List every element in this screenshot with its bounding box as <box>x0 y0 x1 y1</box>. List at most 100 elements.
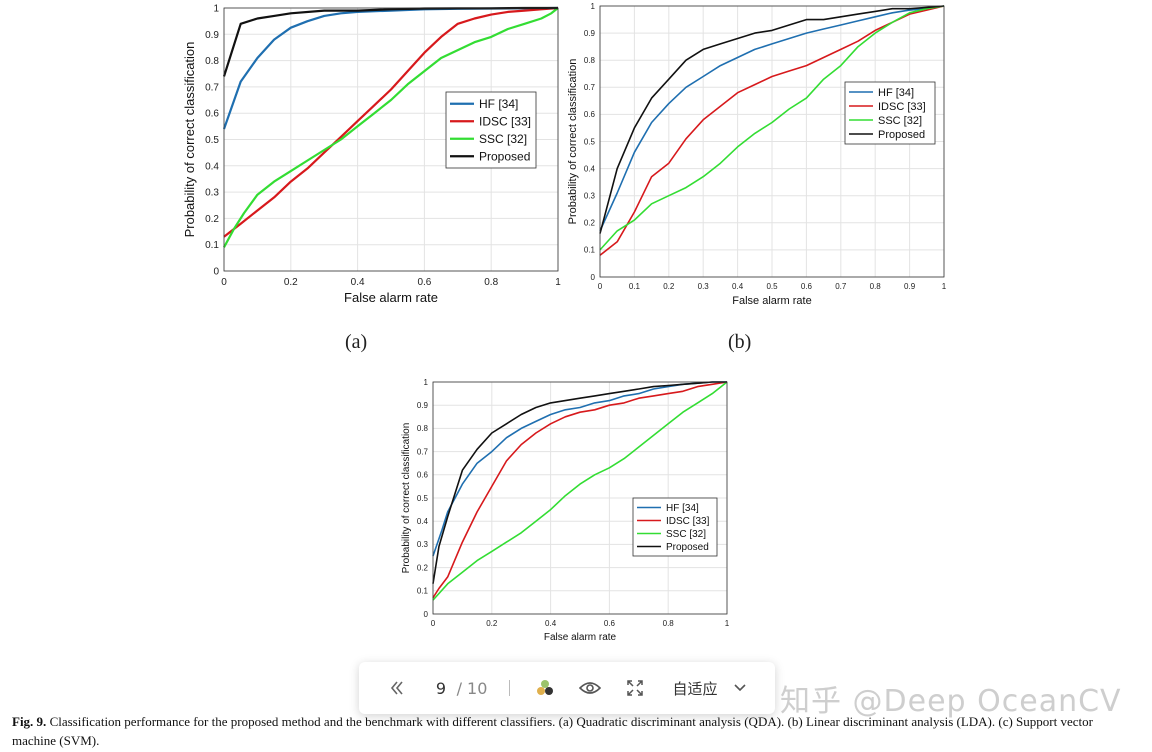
y-tick-label: 0 <box>591 273 596 282</box>
y-axis-label: Probability of correct classification <box>401 423 412 574</box>
x-tick-label: 0.6 <box>604 619 616 628</box>
legend-entry: HF [34] <box>479 97 518 111</box>
double-chevron-left-icon[interactable] <box>387 678 407 698</box>
x-tick-label: 0.6 <box>417 277 431 288</box>
total-pages: / 10 <box>456 678 488 698</box>
y-tick-label: 0.8 <box>584 56 596 65</box>
y-tick-label: 0.2 <box>205 214 219 225</box>
x-axis-label: False alarm rate <box>544 632 617 643</box>
series-line-ssc-32 <box>599 5 945 251</box>
y-tick-label: 0.2 <box>417 563 429 572</box>
x-tick-label: 0.4 <box>732 282 744 291</box>
legend: HF [34] IDSC [33] SSC [32] Proposed <box>632 497 718 557</box>
y-tick-label: 1 <box>591 2 596 11</box>
series-line-proposed <box>599 5 945 234</box>
y-tick-label: 0.4 <box>205 161 219 172</box>
series-line-proposed <box>432 381 727 584</box>
legend-entry: Proposed <box>666 542 709 553</box>
x-tick-label: 0.5 <box>766 282 778 291</box>
legend-entry: IDSC [33] <box>666 516 710 527</box>
y-axis-label: Probability of correct classification <box>182 42 197 238</box>
y-tick-label: 0.4 <box>417 517 429 526</box>
y-tick-label: 0.7 <box>417 447 429 456</box>
figure-caption: Fig. 9. Classification performance for t… <box>12 712 1132 750</box>
x-axis-label: False alarm rate <box>344 290 438 305</box>
y-tick-label: 0 <box>213 267 219 278</box>
axes-frame <box>599 5 945 278</box>
y-tick-label: 0 <box>424 610 429 619</box>
x-tick-label: 0 <box>221 277 227 288</box>
x-tick-label: 0.8 <box>484 277 498 288</box>
x-tick-label: 0.9 <box>904 282 916 291</box>
legend-entry: SSC [32] <box>878 115 922 127</box>
chevron-down-icon[interactable] <box>731 678 749 698</box>
y-tick-label: 0.8 <box>417 424 429 433</box>
y-tick-label: 0.5 <box>205 135 219 146</box>
x-tick-label: 1 <box>555 277 561 288</box>
x-tick-label: 1 <box>725 619 730 628</box>
color-dots-icon[interactable] <box>535 678 555 698</box>
y-tick-label: 1 <box>213 4 219 15</box>
y-tick-label: 0.6 <box>584 110 596 119</box>
y-tick-label: 0.1 <box>584 246 596 255</box>
legend-entry: Proposed <box>479 150 530 164</box>
legend-entry: SSC [32] <box>666 529 706 540</box>
axes-frame <box>432 381 728 615</box>
y-tick-label: 0.1 <box>205 240 219 251</box>
x-tick-label: 0.3 <box>698 282 710 291</box>
y-tick-label: 0.4 <box>584 164 596 173</box>
y-tick-label: 0.9 <box>205 30 219 41</box>
current-page-input[interactable]: 9 <box>435 678 447 698</box>
legend: HF [34] IDSC [33] SSC [32] Proposed <box>445 91 537 169</box>
toolbar-divider <box>509 680 510 696</box>
y-tick-label: 1 <box>424 378 429 387</box>
y-tick-label: 0.3 <box>205 188 219 199</box>
x-tick-label: 0 <box>431 619 436 628</box>
x-tick-label: 0.6 <box>801 282 813 291</box>
y-tick-label: 0.1 <box>417 587 429 596</box>
series-line-idsc-33 <box>223 6 559 238</box>
series-line-ssc-32 <box>223 7 559 248</box>
legend-entry: IDSC [33] <box>878 101 926 113</box>
y-tick-label: 0.6 <box>417 471 429 480</box>
y-tick-label: 0.7 <box>584 83 596 92</box>
legend-entry: HF [34] <box>666 503 699 514</box>
x-tick-label: 1 <box>942 282 947 291</box>
caption-label: Fig. 9. <box>12 714 47 729</box>
watermark: 知乎 @Deep OceanCV <box>780 684 1122 719</box>
x-axis-label: False alarm rate <box>732 295 811 307</box>
x-tick-label: 0.2 <box>486 619 498 628</box>
x-tick-label: 0.1 <box>629 282 641 291</box>
x-tick-label: 0.7 <box>835 282 847 291</box>
y-axis-label: Probability of correct classification <box>567 59 579 225</box>
legend-entry: IDSC [33] <box>479 115 531 129</box>
axes-frame <box>223 7 559 272</box>
y-tick-label: 0.7 <box>205 82 219 93</box>
x-tick-label: 0.8 <box>663 619 675 628</box>
y-tick-label: 0.9 <box>584 29 596 38</box>
series-line-hf-34 <box>599 5 945 232</box>
y-tick-label: 0.9 <box>417 401 429 410</box>
x-tick-label: 0.4 <box>545 619 557 628</box>
y-tick-label: 0.8 <box>205 56 219 67</box>
x-tick-label: 0.2 <box>663 282 675 291</box>
chart-lda: 0 0.1 0.2 0.3 0.4 0.5 0.6 0.7 0.8 0.9 1 0 0.1 0.2 0.3 0… <box>567 2 947 307</box>
subfigure-label-b: (b) <box>728 331 752 353</box>
eye-icon[interactable] <box>579 678 601 698</box>
y-tick-label: 0.3 <box>584 192 596 201</box>
x-tick-label: 0 <box>598 282 603 291</box>
legend-entry: Proposed <box>878 129 925 141</box>
x-tick-label: 0.4 <box>351 277 365 288</box>
series-line-ssc-32 <box>432 381 728 601</box>
y-tick-label: 0.5 <box>417 494 429 503</box>
y-tick-label: 0.3 <box>417 540 429 549</box>
legend-entry: SSC [32] <box>479 132 527 146</box>
zoom-mode-select[interactable]: 自适应 <box>672 679 718 698</box>
legend: HF [34] IDSC [33] SSC [32] Proposed <box>844 81 936 145</box>
caption-text: Classification performance for the propo… <box>12 714 1093 748</box>
chart-qda: 0 0.2 0.4 0.6 0.8 1 0 0.1 0.2 0.3 0.4 0.5 0.6 0.7 0.8 0… <box>182 4 561 306</box>
y-tick-label: 0.6 <box>205 109 219 120</box>
x-tick-label: 0.2 <box>284 277 298 288</box>
x-tick-label: 0.8 <box>870 282 882 291</box>
fullscreen-icon[interactable] <box>625 678 645 698</box>
